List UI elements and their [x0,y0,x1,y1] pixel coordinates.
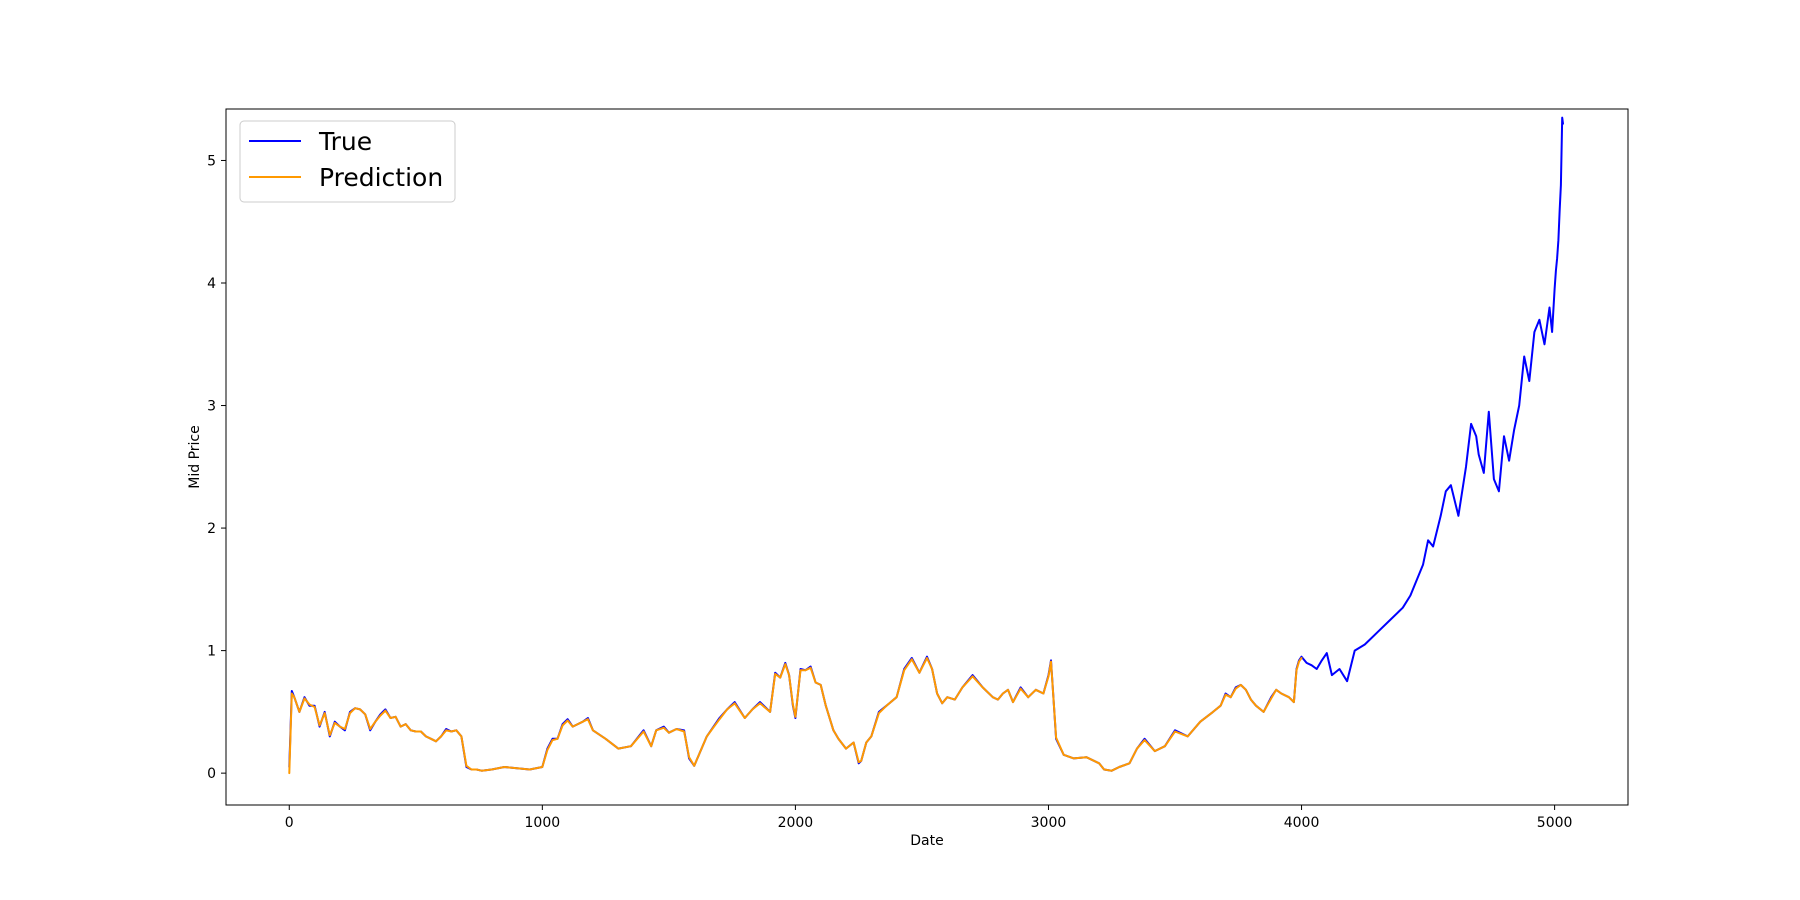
y-tick-label: 4 [207,276,216,292]
series-layer [288,116,1564,775]
x-tick-label: 4000 [1284,815,1320,831]
x-tick-label: 3000 [1031,815,1067,831]
x-tick-label: 1000 [525,815,561,831]
y-tick-label: 3 [207,399,216,415]
x-axis-label: Date [910,833,943,849]
y-axis-label: Mid Price [187,425,203,488]
y-tick-label: 0 [207,766,216,782]
series-line-prediction [288,657,1303,775]
legend-label-prediction: Prediction [319,163,443,192]
x-tick-label: 5000 [1537,815,1573,831]
x-tick-label: 2000 [778,815,814,831]
y-tick-label: 1 [207,644,216,660]
plot-frame [225,108,1629,806]
x-axis: 0 1000 2000 3000 4000 5000 [285,805,1573,831]
legend-label-true: True [318,127,372,156]
y-axis: 0 1 2 3 4 5 [207,153,226,782]
legend: True Prediction [239,120,456,203]
y-tick-label: 5 [207,153,216,169]
x-tick-label: 0 [285,815,294,831]
y-tick-label: 2 [207,521,216,537]
